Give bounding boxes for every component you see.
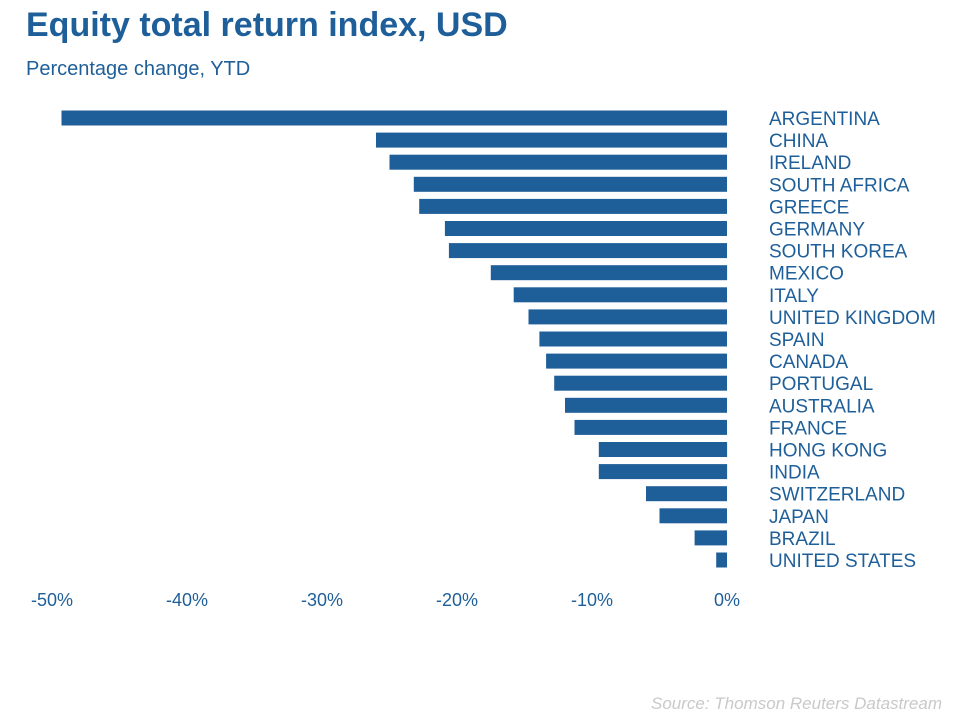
bar-france: [574, 419, 727, 435]
category-label: SWITZERLAND: [769, 485, 905, 506]
bar-south-africa: [413, 176, 727, 192]
category-label: GERMANY: [769, 220, 865, 241]
chart-title: Equity total return index, USD: [26, 6, 508, 44]
category-label: SOUTH KOREA: [769, 242, 908, 263]
bar-mexico: [490, 265, 728, 281]
x-tick-label: -30%: [301, 590, 343, 610]
bar-india: [598, 464, 728, 480]
source-note: Source: Thomson Reuters Datastream: [650, 694, 942, 713]
bar-portugal: [554, 375, 727, 391]
bar-japan: [659, 508, 727, 524]
bar-italy: [513, 287, 727, 303]
bar-hong-kong: [598, 442, 728, 457]
bar-china: [376, 132, 727, 148]
x-tick-label: -20%: [436, 590, 478, 610]
bar-argentina: [61, 110, 727, 126]
category-label: GREECE: [769, 197, 849, 218]
category-label: ITALY: [769, 286, 819, 307]
bar-australia: [565, 397, 727, 413]
bar-canada: [546, 353, 727, 369]
bar-united-kingdom: [528, 309, 727, 325]
category-label: MEXICO: [769, 264, 844, 285]
bars-group: [61, 110, 728, 568]
category-label: SOUTH AFRICA: [769, 175, 910, 196]
category-label: BRAZIL: [769, 529, 836, 550]
category-label: JAPAN: [769, 507, 829, 528]
category-label: HONG KONG: [769, 441, 887, 462]
category-label: CANADA: [769, 352, 849, 373]
category-label: UNITED STATES: [769, 551, 916, 572]
bar-united-states: [716, 552, 727, 568]
bar-germany: [444, 221, 727, 236]
chart-subtitle: Percentage change, YTD: [26, 58, 251, 80]
x-tick-label: 0%: [714, 590, 740, 610]
category-label: ARGENTINA: [769, 109, 880, 130]
bar-spain: [539, 331, 727, 347]
bar-switzerland: [646, 486, 727, 502]
category-label: AUSTRALIA: [769, 396, 875, 417]
bar-south-korea: [448, 243, 727, 259]
category-label: SPAIN: [769, 330, 825, 351]
category-label: INDIA: [769, 463, 820, 484]
category-label: FRANCE: [769, 418, 847, 439]
category-label: PORTUGAL: [769, 374, 873, 395]
bar-greece: [419, 198, 727, 214]
x-axis-ticks: -50% -40% -30% -20% -10% 0%: [31, 590, 740, 610]
x-tick-label: -40%: [166, 590, 208, 610]
x-tick-label: -10%: [571, 590, 613, 610]
bar-ireland: [389, 154, 727, 170]
category-label: IRELAND: [769, 153, 851, 174]
bar-brazil: [694, 530, 727, 546]
category-label: UNITED KINGDOM: [769, 308, 936, 329]
category-label: CHINA: [769, 131, 828, 152]
x-tick-label: -50%: [31, 590, 73, 610]
